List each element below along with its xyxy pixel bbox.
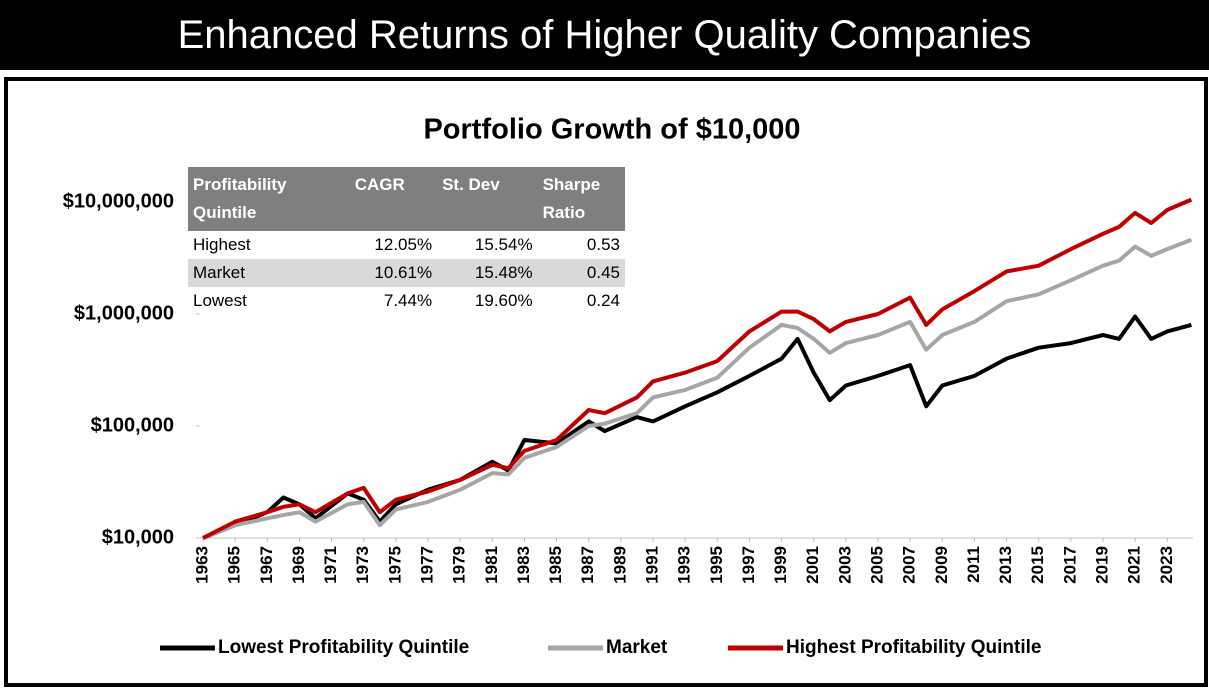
x-tick-label: 2019	[1092, 546, 1111, 584]
x-tick-label: 2007	[900, 546, 919, 584]
x-tick-label: 1967	[257, 546, 276, 584]
x-tick-label: 2005	[867, 546, 886, 584]
table-cell: 10.61%	[349, 259, 438, 287]
x-tick-label: 1977	[417, 546, 436, 584]
chart-frame	[4, 77, 1208, 687]
x-tick-label: 1985	[546, 546, 565, 584]
series-line	[202, 237, 1193, 540]
table-cell: 0.45	[537, 259, 625, 287]
x-tick-label: 1969	[289, 546, 308, 584]
x-tick-label: 2017	[1060, 546, 1079, 584]
table-cell: 15.54%	[474, 235, 533, 254]
table-row: Highest 12.05% 15.54% 0.53	[188, 231, 625, 259]
x-tick-label: 1981	[482, 546, 501, 584]
x-tick-label: 1995	[707, 546, 726, 584]
x-tick-label: 1979	[450, 546, 469, 584]
x-tick-label: 1997	[739, 546, 758, 584]
table-row: Market 10.61% 15.48% 0.45	[188, 259, 625, 287]
table-cell: Market	[188, 259, 350, 287]
legend-label: Lowest Profitability Quintile	[218, 637, 469, 658]
table-header-cell: Sharpe Ratio	[537, 167, 625, 231]
table-header-cell: St. Dev	[437, 167, 538, 231]
table-header-cell: CAGR	[349, 167, 438, 231]
table-cell: 0.53	[586, 235, 620, 254]
y-tick-label: $100,000	[91, 414, 174, 436]
x-tick-label: 2009	[932, 546, 951, 584]
legend-label: Highest Profitability Quintile	[786, 637, 1041, 658]
y-tick-label: $10,000	[102, 526, 174, 548]
stats-table: Profitability Quintile CAGR St. Dev Sharpe …	[188, 167, 625, 315]
banner-title: Enhanced Returns of Higher Quality Compa…	[0, 0, 1209, 70]
table-cell: 12.05%	[374, 235, 433, 254]
series-line	[202, 314, 1192, 540]
y-tick-label: $10,000,000	[63, 190, 174, 212]
x-tick-label: 2013	[996, 546, 1015, 584]
x-tick-label: 1973	[353, 546, 372, 584]
x-tick-label: 1983	[514, 546, 533, 584]
table-cell: 7.44%	[383, 291, 433, 310]
table-row: Lowest 7.44% 19.60% 0.24	[188, 287, 625, 315]
x-tick-label: 2001	[803, 546, 822, 584]
x-tick-label: 2003	[835, 546, 854, 584]
table-header-cell: Profitability Quintile	[188, 167, 350, 231]
series-line	[202, 197, 1193, 540]
x-tick-label: 1999	[771, 546, 790, 584]
legend-label: Market	[606, 637, 668, 658]
x-tick-label: 1975	[385, 546, 404, 584]
x-tick-label: 2023	[1157, 546, 1176, 584]
chart-title: Portfolio Growth of $10,000	[423, 114, 800, 146]
x-tick-label: 2015	[1028, 546, 1047, 584]
table-cell: 0.24	[586, 291, 620, 310]
x-tick-label: 1963	[192, 546, 211, 584]
x-tick-label: 1989	[610, 546, 629, 584]
y-tick-label: $1,000,000	[74, 302, 174, 324]
table-cell: Lowest	[193, 291, 247, 310]
x-tick-label: 2021	[1125, 546, 1144, 584]
x-tick-label: 2011	[964, 546, 983, 583]
x-tick-label: 1965	[225, 546, 244, 584]
x-tick-label: 1991	[642, 546, 661, 584]
table-header-row: Profitability Quintile CAGR St. Dev Sharpe …	[188, 167, 625, 231]
x-tick-label: 1971	[321, 546, 340, 584]
table-cell: 15.48%	[437, 259, 538, 287]
x-tick-label: 1987	[578, 546, 597, 584]
table-cell: 19.60%	[474, 291, 533, 310]
x-tick-label: 1993	[675, 546, 694, 584]
table-cell: Highest	[193, 235, 251, 254]
